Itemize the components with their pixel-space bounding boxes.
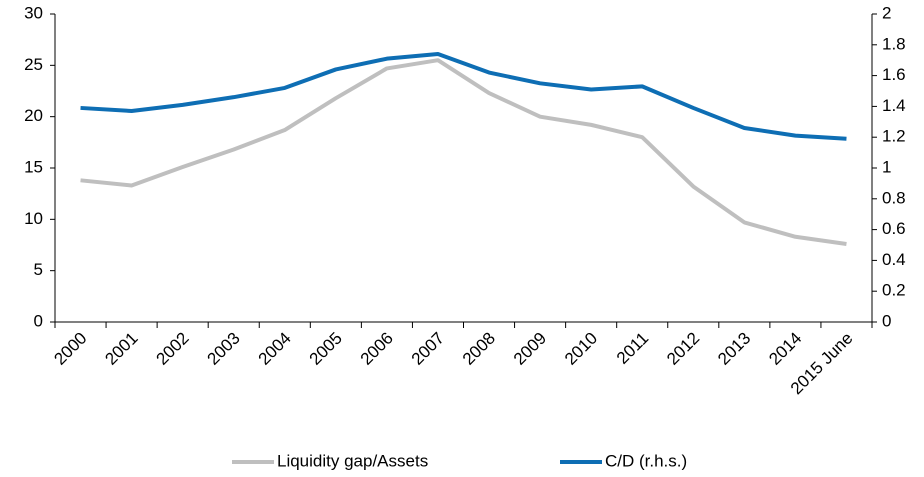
series-line bbox=[80, 58, 847, 246]
x-tick-label: 2008 bbox=[459, 329, 499, 369]
y2-tick-label: 1.2 bbox=[882, 127, 906, 146]
y-tick-label: 10 bbox=[24, 209, 43, 228]
x-tick-label: 2001 bbox=[101, 329, 141, 369]
x-tick-label: 2010 bbox=[561, 329, 601, 369]
x-tick-label: 2012 bbox=[663, 329, 703, 369]
y2-tick-label: 2 bbox=[882, 3, 891, 22]
y-tick-label: 25 bbox=[24, 55, 43, 74]
x-tick-label: 2007 bbox=[408, 329, 448, 369]
x-tick-label: 2002 bbox=[152, 329, 192, 369]
y-tick-label: 20 bbox=[24, 106, 43, 125]
y2-tick-label: 1 bbox=[882, 157, 891, 176]
series-line bbox=[80, 52, 847, 141]
y2-tick-label: 0.6 bbox=[882, 219, 906, 238]
y2-tick-label: 0.2 bbox=[882, 281, 906, 300]
x-tick-label: 2013 bbox=[714, 329, 754, 369]
y2-tick-label: 0 bbox=[882, 311, 891, 330]
x-tick-label: 2006 bbox=[357, 329, 397, 369]
y2-tick-label: 1.6 bbox=[882, 65, 906, 84]
y2-tick-label: 1.8 bbox=[882, 34, 906, 53]
y2-tick-label: 1.4 bbox=[882, 96, 906, 115]
x-tick-label: 2004 bbox=[255, 329, 295, 369]
x-tick-label: 2003 bbox=[204, 329, 244, 369]
y2-tick-label: 0.8 bbox=[882, 188, 906, 207]
y-tick-label: 15 bbox=[24, 157, 43, 176]
y-tick-label: 30 bbox=[24, 3, 43, 22]
x-tick-label: 2005 bbox=[306, 329, 346, 369]
x-tick-label: 2009 bbox=[510, 329, 550, 369]
legend-label: Liquidity gap/Assets bbox=[277, 451, 428, 470]
x-tick-label: 2014 bbox=[765, 329, 805, 369]
legend-label: C/D (r.h.s.) bbox=[605, 451, 687, 470]
x-tick-label: 2000 bbox=[50, 329, 90, 369]
y2-tick-label: 0.4 bbox=[882, 250, 906, 269]
y-tick-label: 5 bbox=[34, 260, 43, 279]
x-tick-label: 2011 bbox=[613, 329, 652, 368]
y-tick-label: 0 bbox=[34, 311, 43, 330]
